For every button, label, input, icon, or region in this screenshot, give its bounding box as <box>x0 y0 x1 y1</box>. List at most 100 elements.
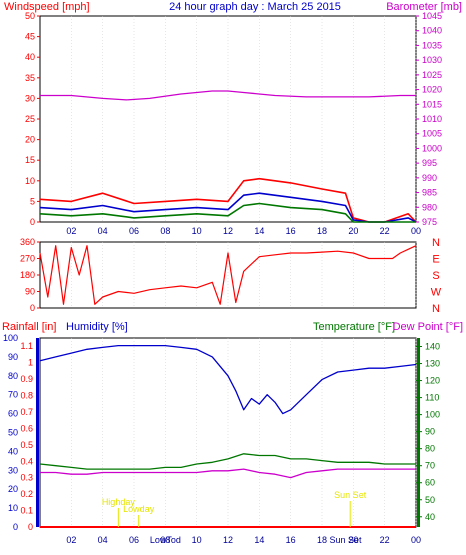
rainfall-tick-label: 0.1 <box>20 506 33 516</box>
rainfall-tick-label: 0.3 <box>20 473 33 483</box>
temperature-tick-label: 100 <box>425 410 440 420</box>
series-wind_direction <box>39 245 417 305</box>
x-tick-label: 02 <box>66 535 76 545</box>
barometer-tick-label: 990 <box>422 173 437 183</box>
direction-tick-label: 180 <box>20 270 35 280</box>
barometer-tick-label: 1025 <box>422 70 442 80</box>
temperature-tick-label: 130 <box>425 359 440 369</box>
barometer-tick-label: 1020 <box>422 85 442 95</box>
x-tick-label: 10 <box>192 226 202 236</box>
humidity-tick-label: 90 <box>8 352 18 362</box>
x-tick-label: 00 <box>411 226 421 236</box>
x-tick-label: 18 <box>317 535 327 545</box>
barometer-tick-label: 985 <box>422 188 437 198</box>
temperature-tick-label: 40 <box>425 512 435 522</box>
temperature-tick-label: 120 <box>425 376 440 386</box>
rainfall-tick-label: 0.6 <box>20 423 33 433</box>
series-humidity <box>39 344 417 415</box>
barometer-tick-label: 995 <box>422 158 437 168</box>
series-dew_point <box>40 468 416 479</box>
rainfall-axis-label: Rainfall [in] <box>2 321 56 333</box>
humidity-tick-label: 70 <box>8 390 18 400</box>
panel1-title: 24 hour graph day : March 25 2015 <box>169 1 341 13</box>
x-tick-label: 16 <box>286 535 296 545</box>
compass-label: E <box>432 254 439 266</box>
windspeed-tick-label: 25 <box>25 114 35 124</box>
compass-label: S <box>432 270 439 282</box>
barometer-tick-label: 1040 <box>422 26 442 36</box>
temperature-tick-label: 140 <box>425 342 440 352</box>
humidity-tick-label: 10 <box>8 503 18 513</box>
x-tick-label: 04 <box>98 226 108 236</box>
rainfall-tick-label: 0.4 <box>20 456 33 466</box>
barometer-tick-label: 1045 <box>422 11 442 21</box>
x-tick-label: 06 <box>129 226 139 236</box>
compass-label: W <box>431 287 442 299</box>
x-tick-label: 22 <box>380 226 390 236</box>
humidity-tick-label: 0 <box>13 522 18 532</box>
x-tick-label: 20 <box>348 535 358 545</box>
direction-tick-label: 0 <box>30 303 35 313</box>
windspeed-tick-label: 35 <box>25 73 35 83</box>
compass-label: N <box>432 303 440 315</box>
direction-tick-label: 270 <box>20 254 35 264</box>
humidity-tick-label: 40 <box>8 446 18 456</box>
series-wind_low <box>39 202 416 223</box>
x-tick-label: 12 <box>223 226 233 236</box>
compass-label: N <box>432 237 440 249</box>
rainfall-tick-label: 1 <box>28 358 33 368</box>
x-tick-label: 06 <box>129 535 139 545</box>
temperature-axis-label: Temperature [°F] <box>313 321 395 333</box>
temperature-tick-label: 50 <box>425 495 435 505</box>
humidity-tick-label: 100 <box>3 333 18 343</box>
rainfall-tick-label: 0.2 <box>20 489 33 499</box>
direction-tick-label: 360 <box>20 237 35 247</box>
temperature-tick-label: 90 <box>425 427 435 437</box>
x-tick-label: 08 <box>160 535 170 545</box>
rainfall-tick-label: 0.8 <box>20 391 33 401</box>
windspeed-tick-label: 5 <box>30 196 35 206</box>
windspeed-tick-label: 50 <box>25 11 35 21</box>
x-tick-label: 14 <box>254 226 264 236</box>
humidity-axis-label: Humidity [%] <box>66 321 128 333</box>
rainfall-tick-label: 1.1 <box>20 341 33 351</box>
x-tick-label: 10 <box>192 535 202 545</box>
rainfall-tick-label: 0 <box>28 522 33 532</box>
barometer-tick-label: 975 <box>422 217 437 227</box>
windspeed-tick-label: 0 <box>30 217 35 227</box>
barometer-tick-label: 1010 <box>422 114 442 124</box>
x-tick-label: 18 <box>317 226 327 236</box>
barometer-tick-label: 1035 <box>422 40 442 50</box>
humidity-tick-label: 30 <box>8 465 18 475</box>
series-temperature <box>39 453 416 470</box>
windspeed-tick-label: 10 <box>25 176 35 186</box>
x-tick-label: 04 <box>98 535 108 545</box>
temperature-tick-label: 70 <box>425 461 435 471</box>
annotation-label: Sun Set <box>334 490 367 500</box>
barometer-tick-label: 980 <box>422 202 437 212</box>
bottom-marker-label: Sun Set <box>329 535 362 545</box>
series-barometer <box>40 90 416 101</box>
windspeed-tick-label: 45 <box>25 32 35 42</box>
barometer-tick-label: 1030 <box>422 55 442 65</box>
x-tick-label: 02 <box>66 226 76 236</box>
windspeed-axis-label: Windspeed [mph] <box>4 1 90 13</box>
barometer-tick-label: 1015 <box>422 99 442 109</box>
humidity-tick-label: 80 <box>8 371 18 381</box>
rainfall-tick-label: 0.7 <box>20 407 33 417</box>
humidity-tick-label: 50 <box>8 428 18 438</box>
rainfall-tick-label: 0.9 <box>20 374 33 384</box>
x-tick-label: 08 <box>160 226 170 236</box>
humidity-tick-label: 60 <box>8 409 18 419</box>
direction-tick-label: 90 <box>25 287 35 297</box>
bottom-marker-label: LowTod <box>150 535 181 545</box>
barometer-tick-label: 1005 <box>422 129 442 139</box>
annotation-label: Highday <box>102 497 136 507</box>
x-tick-label: 14 <box>254 535 264 545</box>
x-tick-label: 22 <box>380 535 390 545</box>
windspeed-tick-label: 30 <box>25 93 35 103</box>
windspeed-tick-label: 20 <box>25 135 35 145</box>
x-tick-label: 16 <box>286 226 296 236</box>
rainfall-tick-label: 0.5 <box>20 440 33 450</box>
